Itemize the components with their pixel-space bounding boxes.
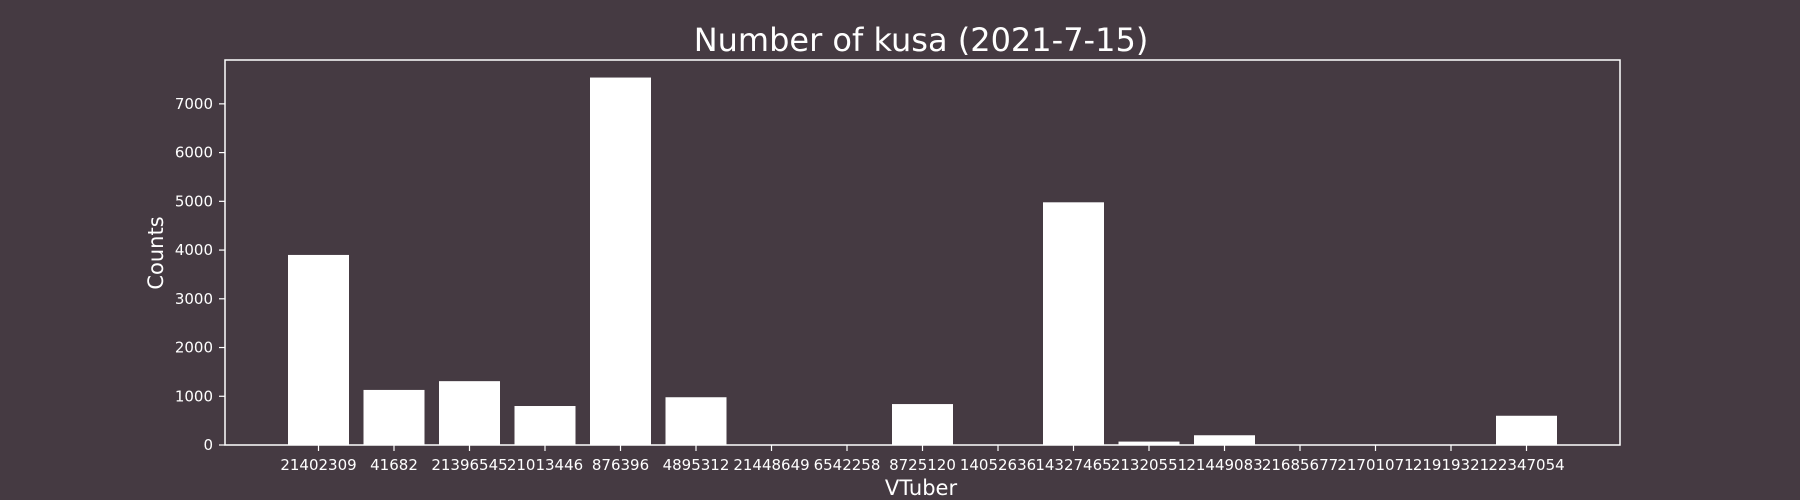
y-tick-label: 7000 <box>175 95 213 113</box>
bar <box>363 389 425 445</box>
y-axis: 0 1000 2000 3000 4000 5000 6000 7000 <box>175 95 225 454</box>
bar <box>514 406 576 445</box>
bar <box>590 77 651 445</box>
x-tick-label: 6542258 <box>814 456 881 474</box>
bar <box>1496 415 1557 445</box>
x-tick-label: 21448649 <box>733 456 809 474</box>
bar <box>288 254 349 445</box>
x-tick-label: 8725120 <box>889 456 956 474</box>
x-tick-label: 21685677 <box>1262 456 1338 474</box>
plot-frame <box>224 59 1621 446</box>
x-tick-label: 22347054 <box>1488 456 1564 474</box>
bar <box>665 397 727 445</box>
x-tick-label: 876396 <box>592 456 649 474</box>
chart-title: Number of kusa (2021-7-15) <box>694 21 1149 59</box>
bar <box>1194 435 1255 445</box>
y-tick-label: 0 <box>203 436 213 454</box>
x-axis-label: VTuber <box>885 476 958 500</box>
x-tick-label: 14327465 <box>1035 456 1111 474</box>
y-tick-label: 5000 <box>175 192 213 210</box>
bars-group <box>288 77 1557 445</box>
x-tick-label: 21402309 <box>280 456 356 474</box>
bar <box>1118 441 1180 445</box>
y-tick-label: 1000 <box>175 387 213 405</box>
bar <box>439 381 500 445</box>
bar <box>892 404 953 445</box>
x-tick-label: 41682 <box>370 456 418 474</box>
x-tick-label: 21701071 <box>1337 456 1413 474</box>
y-axis-label: Counts <box>144 216 168 289</box>
bar <box>1043 202 1104 445</box>
y-tick-label: 6000 <box>175 144 213 162</box>
x-tick-label: 21396545 <box>431 456 507 474</box>
x-tick-label: 21449083 <box>1186 456 1262 474</box>
x-tick-label: 21013446 <box>507 456 583 474</box>
x-tick-label: 4895312 <box>663 456 730 474</box>
y-tick-label: 2000 <box>175 339 213 357</box>
x-tick-label: 21320551 <box>1111 456 1187 474</box>
y-tick-label: 4000 <box>175 241 213 259</box>
x-tick-label: 14052636 <box>960 456 1036 474</box>
x-axis: 21402309 41682 21396545 21013446 876396 48953… <box>280 445 1565 474</box>
y-tick-label: 3000 <box>175 290 213 308</box>
x-tick-label: 21919321 <box>1413 456 1489 474</box>
